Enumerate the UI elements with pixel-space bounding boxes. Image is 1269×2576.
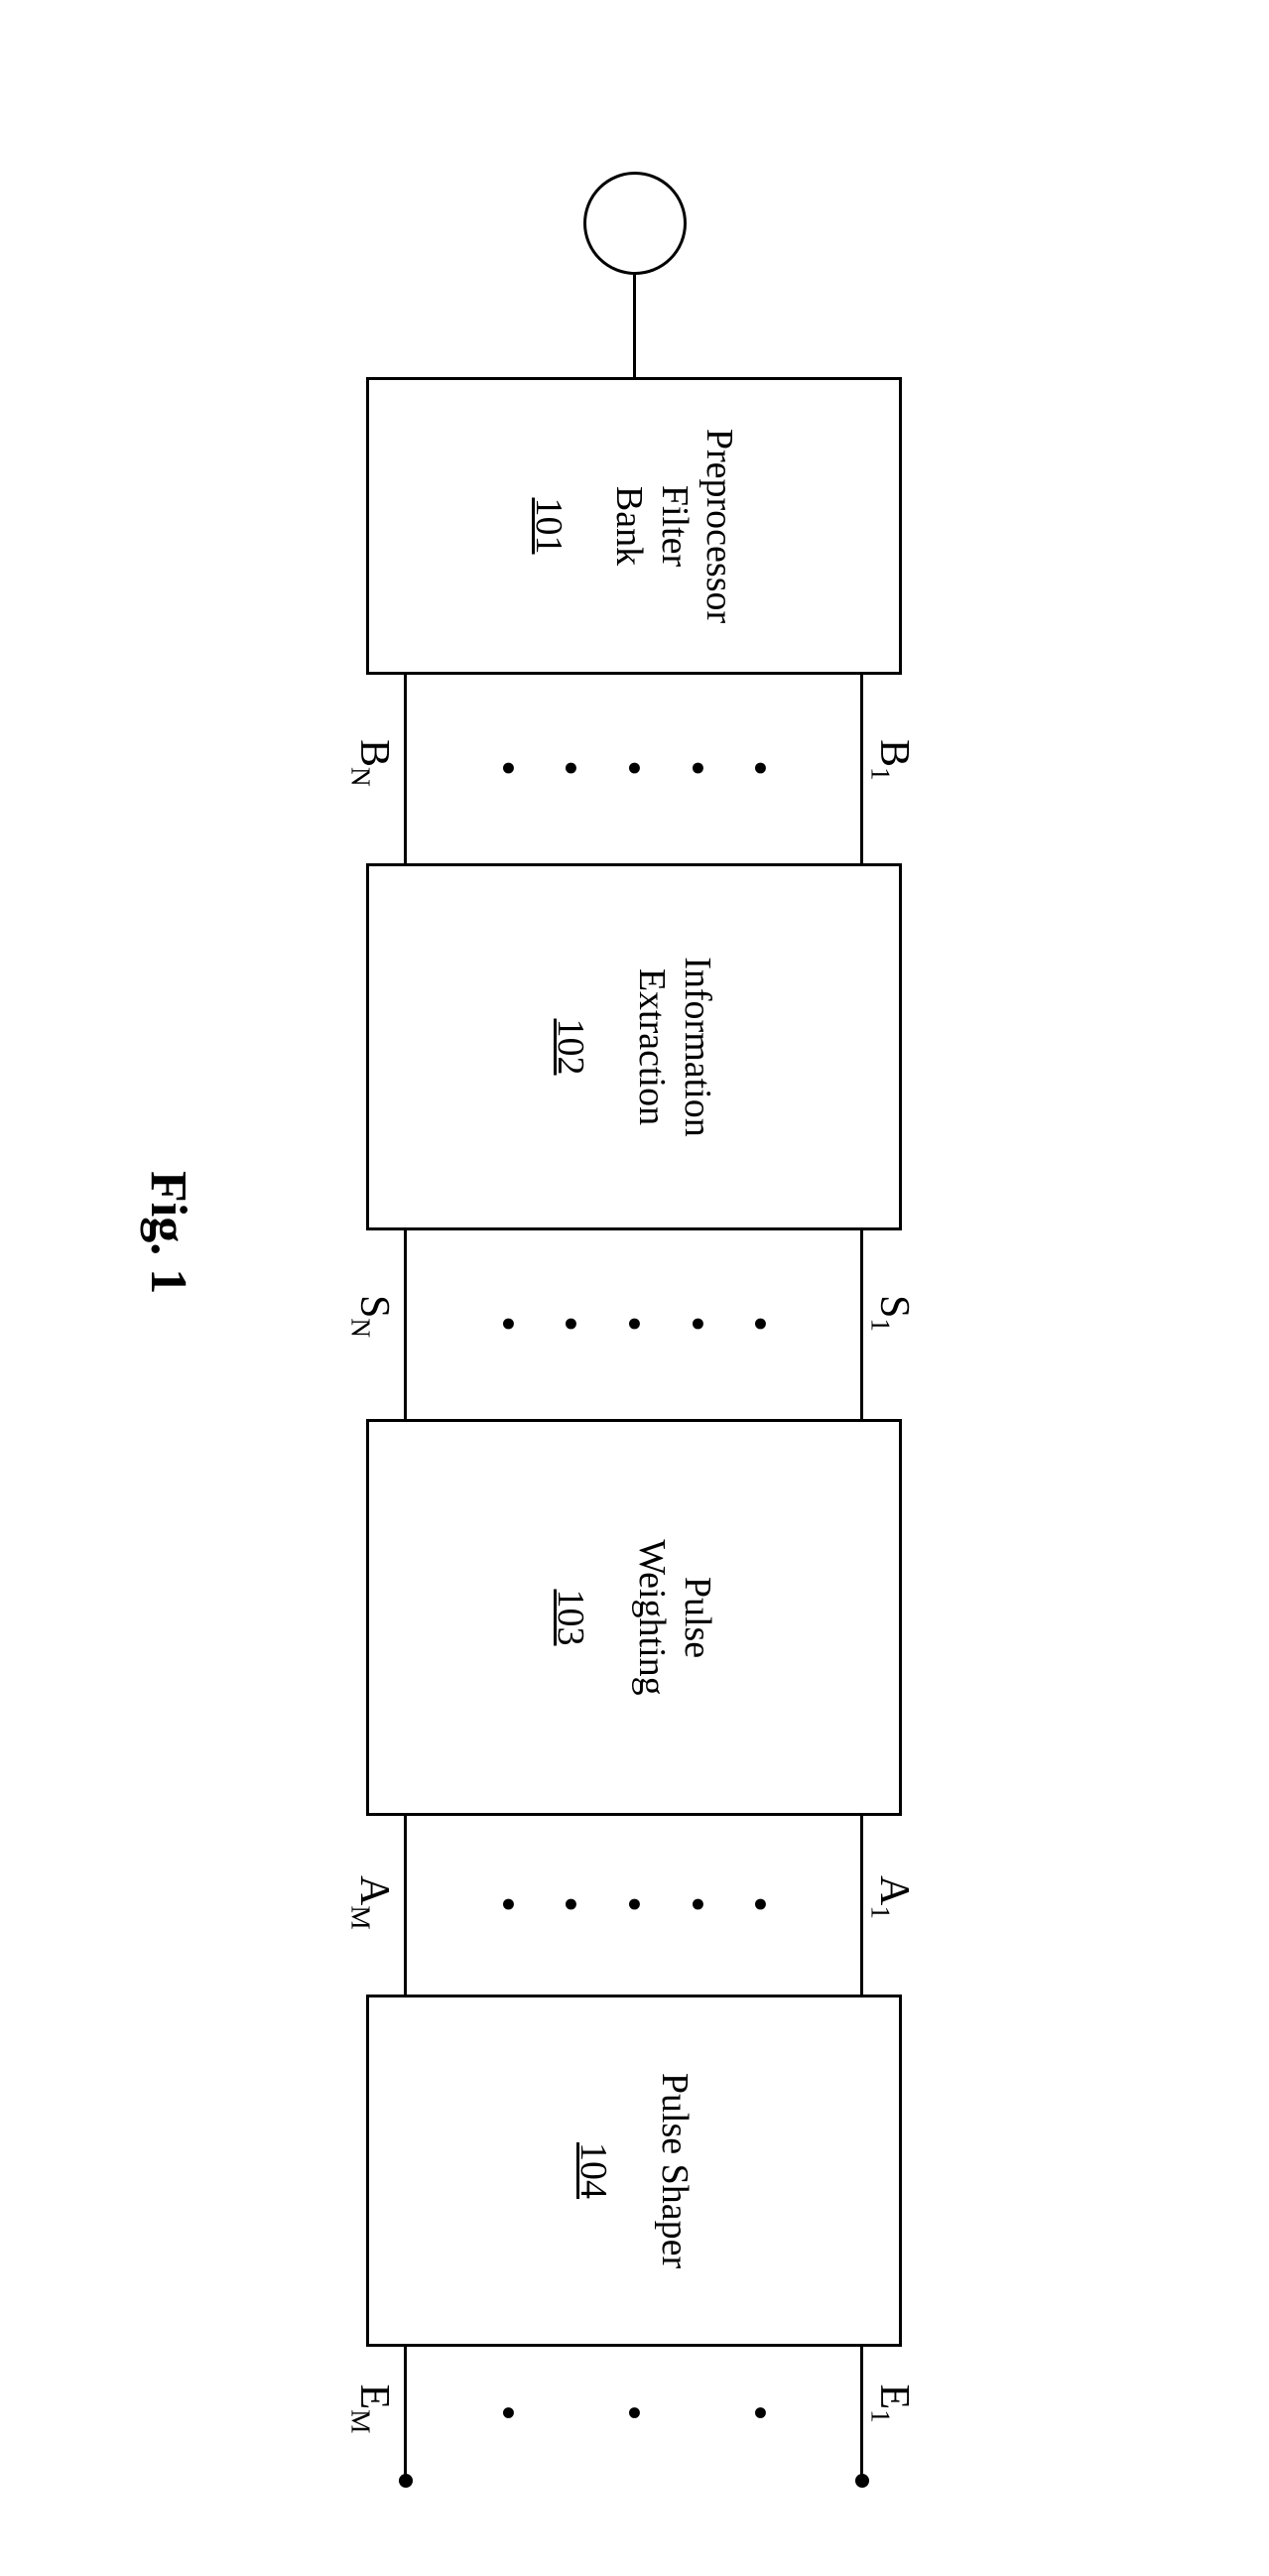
output-terminal (855, 2474, 869, 2488)
signal-label: SN (345, 1295, 398, 1338)
block-ref-number: 102 (549, 1019, 592, 1076)
signal-label: A1 (865, 1875, 918, 1919)
block-information-extraction: InformationExtraction 102 (366, 863, 902, 1230)
block-title: Pulse Shaper (651, 2073, 697, 2268)
ellipsis-dots: ••••• (488, 761, 780, 775)
figure-caption: Fig. 1 (139, 1171, 197, 1294)
signal-label: S1 (865, 1295, 918, 1332)
bus-line (405, 2347, 408, 2481)
ellipsis-dots: ••••• (488, 1897, 780, 1911)
bus-line (861, 1230, 864, 1419)
block-ref-number: 101 (527, 498, 571, 555)
bus-line (405, 675, 408, 863)
output-terminal (399, 2474, 413, 2488)
page-canvas: PreprocessorFilterBank 101 InformationEx… (0, 0, 1269, 2576)
bus-line (405, 1230, 408, 1419)
bus-line (634, 275, 637, 377)
signal-label: BN (345, 739, 398, 787)
signal-label: E1 (865, 2384, 918, 2423)
ellipsis-dots: ••••• (488, 1317, 780, 1331)
block-ref-number: 103 (549, 1590, 592, 1646)
block-preprocessor-filter-bank: PreprocessorFilterBank 101 (366, 377, 902, 675)
bus-line (861, 2347, 864, 2481)
signal-label: B1 (865, 739, 918, 781)
ellipsis-dots: ••• (488, 2406, 780, 2420)
block-pulse-shaper: Pulse Shaper 104 (366, 1995, 902, 2347)
bus-line (861, 675, 864, 863)
microphone-icon (583, 172, 687, 275)
signal-label: EM (345, 2384, 398, 2434)
figure-1: PreprocessorFilterBank 101 InformationEx… (0, 0, 1269, 2576)
block-title: PreprocessorFilterBank (606, 429, 742, 623)
block-pulse-weighting: PulseWeighting 103 (366, 1419, 902, 1816)
block-title: InformationExtraction (628, 957, 718, 1137)
bus-line (405, 1816, 408, 1995)
block-ref-number: 104 (571, 2142, 615, 2199)
bus-line (861, 1816, 864, 1995)
block-title: PulseWeighting (628, 1539, 718, 1695)
signal-label: AM (345, 1875, 398, 1930)
